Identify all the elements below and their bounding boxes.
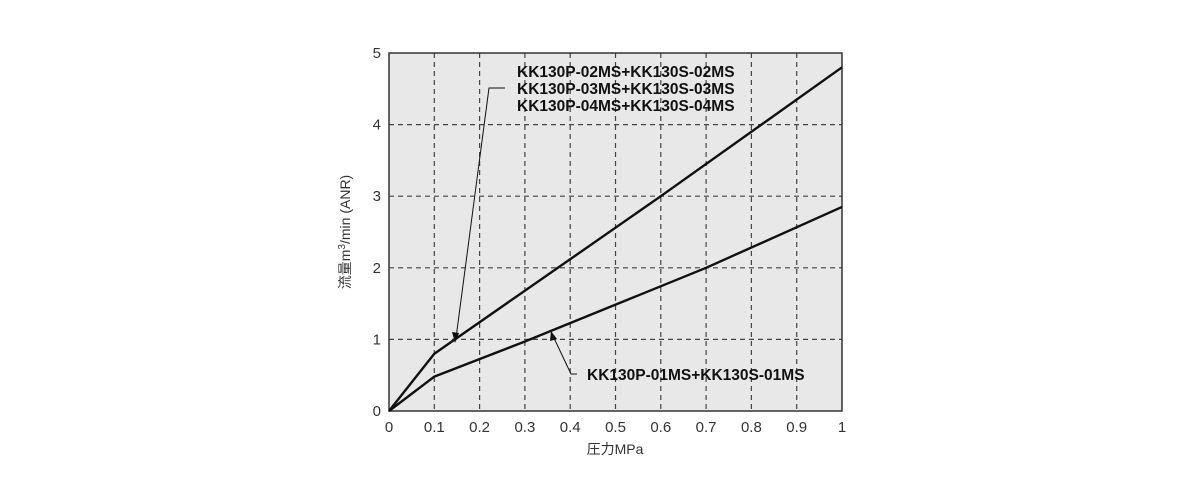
lower-leader-line bbox=[552, 335, 577, 375]
y-axis-label: 流量m3/min (ANR) bbox=[337, 175, 353, 289]
x-tick-label: 1 bbox=[838, 419, 846, 436]
annotation-upper-line1: KK130P-02MS+KK130S-02MS bbox=[517, 64, 735, 81]
grid-lines bbox=[389, 53, 842, 411]
series-line-0 bbox=[388, 66, 843, 412]
plot-frame bbox=[388, 52, 843, 412]
upper-leader-line bbox=[455, 87, 505, 339]
y-axis-ticks: 0 1 2 3 4 5 bbox=[373, 45, 381, 420]
series-line-1 bbox=[388, 205, 843, 412]
x-tick-label: 0 bbox=[385, 419, 393, 436]
x-axis-label: 圧力MPa bbox=[587, 441, 644, 457]
y-tick-label: 3 bbox=[373, 188, 381, 205]
y-tick-label: 1 bbox=[373, 331, 381, 348]
y-tick-label: 4 bbox=[373, 117, 381, 134]
y-tick-label: 5 bbox=[373, 45, 381, 62]
annotation-upper-line3: KK130P-04MS+KK130S-04MS bbox=[517, 98, 735, 115]
upper-arrowhead-icon bbox=[452, 332, 459, 343]
x-axis-ticks: 0 0.1 0.2 0.3 0.4 0.5 0.6 0.7 0.8 0.9 1 bbox=[385, 419, 846, 436]
x-tick-label: 0.4 bbox=[560, 419, 581, 436]
annotation-leaders bbox=[452, 87, 577, 375]
x-tick-label: 0.3 bbox=[514, 419, 535, 436]
y-tick-label: 2 bbox=[373, 260, 381, 277]
x-tick-label: 0.6 bbox=[650, 419, 671, 436]
x-tick-label: 0.1 bbox=[424, 419, 445, 436]
x-tick-label: 0.2 bbox=[469, 419, 490, 436]
x-tick-label: 0.7 bbox=[696, 419, 717, 436]
x-tick-label: 0.8 bbox=[741, 419, 762, 436]
annotation-upper-line2: KK130P-03MS+KK130S-03MS bbox=[517, 81, 735, 98]
series-lines bbox=[388, 66, 843, 412]
x-tick-label: 0.9 bbox=[786, 419, 807, 436]
x-tick-label: 0.5 bbox=[605, 419, 626, 436]
annotation-lower: KK130P-01MS+KK130S-01MS bbox=[587, 367, 805, 384]
lower-arrowhead-icon bbox=[550, 331, 557, 341]
y-tick-label: 0 bbox=[373, 403, 381, 420]
